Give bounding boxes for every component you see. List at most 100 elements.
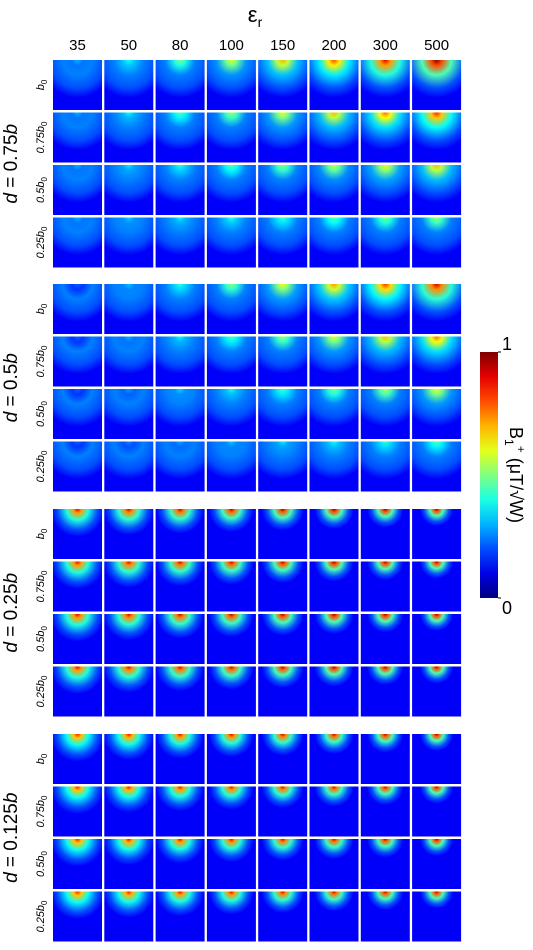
heatmap-cell	[309, 336, 359, 387]
heatmap-cell	[309, 389, 359, 439]
heatmap-cell	[206, 561, 256, 612]
heatmap-cell	[360, 666, 410, 717]
heatmap-cell	[258, 786, 308, 837]
colorbar-tick-label: 0	[502, 598, 512, 618]
row-main: b	[35, 758, 47, 764]
heatmap-cell	[360, 509, 410, 559]
row-sub: 0	[40, 675, 49, 680]
heatmap-cell	[53, 734, 102, 784]
heatmap-cell	[412, 389, 462, 439]
heatmap-cell	[155, 389, 205, 439]
heatmap-cell	[155, 839, 205, 889]
heatmap-cell	[155, 614, 205, 664]
heatmap-cell	[360, 112, 410, 163]
heatmap-cell	[309, 734, 359, 784]
heatmap-cell	[309, 165, 359, 215]
heatmap-cell	[155, 891, 205, 942]
heatmap-cell	[53, 891, 102, 942]
heatmap-cell	[53, 336, 102, 387]
heatmap-cell	[258, 441, 308, 492]
row-sub: 0	[40, 851, 49, 856]
row-sub: 0	[40, 626, 49, 631]
row-label: b0	[35, 528, 49, 539]
heatmap-cell	[360, 165, 410, 215]
heatmap-cell	[206, 614, 256, 664]
heatmap-cell	[258, 389, 308, 439]
heatmap-cell	[360, 284, 410, 334]
heatmap-cell	[360, 786, 410, 837]
heatmap-cell	[258, 614, 308, 664]
heatmap-cell	[104, 60, 154, 110]
row-sub: 0	[40, 753, 49, 758]
row-label: b0	[35, 753, 49, 764]
column-label: 35	[69, 37, 86, 54]
heatmap-cell	[360, 734, 410, 784]
heatmap-cell	[104, 734, 154, 784]
heatmap-cell	[412, 165, 462, 215]
heatmap-cell	[258, 165, 308, 215]
column-label: 50	[120, 37, 137, 54]
group-var: d	[1, 871, 22, 883]
row-sub: 0	[40, 303, 49, 308]
colorbar-label: B1+ (μT/√W)	[502, 427, 528, 523]
row-main: b	[35, 84, 47, 90]
heatmap-cell	[53, 217, 102, 268]
row-label: b0	[35, 79, 49, 90]
heatmap-cell	[104, 112, 154, 163]
row-main: 0.5b	[35, 406, 47, 427]
heatmap-cell	[53, 165, 102, 215]
heatmap-cell	[104, 217, 154, 268]
column-label: 100	[219, 37, 244, 54]
row-sub: 0	[40, 528, 49, 533]
heatmap-cell	[206, 509, 256, 559]
heatmap-cell	[360, 217, 410, 268]
heatmap-cell	[258, 217, 308, 268]
heatmap-cell	[258, 666, 308, 717]
heatmap-cell	[155, 60, 205, 110]
heatmap-cell	[155, 561, 205, 612]
heatmap-cell	[53, 60, 102, 110]
row-label: 0.5b0	[35, 626, 49, 652]
heatmap-cell	[412, 561, 462, 612]
heatmap-cell	[104, 389, 154, 439]
heatmap-cell	[104, 336, 154, 387]
row-label: 0.75b0	[35, 345, 49, 378]
heatmap-cell	[53, 666, 102, 717]
row-label: 0.75b0	[35, 795, 49, 828]
group-value: = 0.25	[1, 583, 22, 642]
colorbar-label-sup: +	[514, 446, 528, 453]
heatmap-cell	[360, 441, 410, 492]
heatmap-cell	[258, 839, 308, 889]
row-label: 0.5b0	[35, 177, 49, 203]
row-label: 0.25b0	[35, 450, 49, 483]
group-unit: b	[1, 124, 22, 135]
heatmap-cell	[206, 839, 256, 889]
row-sub: 0	[40, 401, 49, 406]
heatmap-cell	[104, 165, 154, 215]
row-label: 0.5b0	[35, 851, 49, 877]
row-main: 0.5b	[35, 631, 47, 652]
colorbar	[480, 352, 498, 598]
heatmap-cell	[412, 839, 462, 889]
group-value: = 0.75	[1, 134, 22, 193]
heatmap-cell	[258, 561, 308, 612]
heatmap-cell	[412, 217, 462, 268]
row-label: 0.25b0	[35, 675, 49, 708]
group-var: d	[1, 192, 22, 204]
heatmap-cell	[309, 614, 359, 664]
row-sub: 0	[40, 795, 49, 800]
heatmap-cell	[155, 112, 205, 163]
heatmap-cell	[360, 891, 410, 942]
group-unit: b	[1, 793, 22, 804]
heatmap-cell	[53, 389, 102, 439]
group-var: d	[1, 410, 22, 422]
heatmap-cell	[53, 786, 102, 837]
heatmap-cell	[155, 336, 205, 387]
row-main: 0.25b	[35, 680, 47, 708]
heatmap-cell	[412, 734, 462, 784]
row-main: 0.5b	[35, 182, 47, 203]
column-label: 500	[424, 37, 449, 54]
row-sub: 0	[40, 79, 49, 84]
heatmap-cell	[309, 561, 359, 612]
